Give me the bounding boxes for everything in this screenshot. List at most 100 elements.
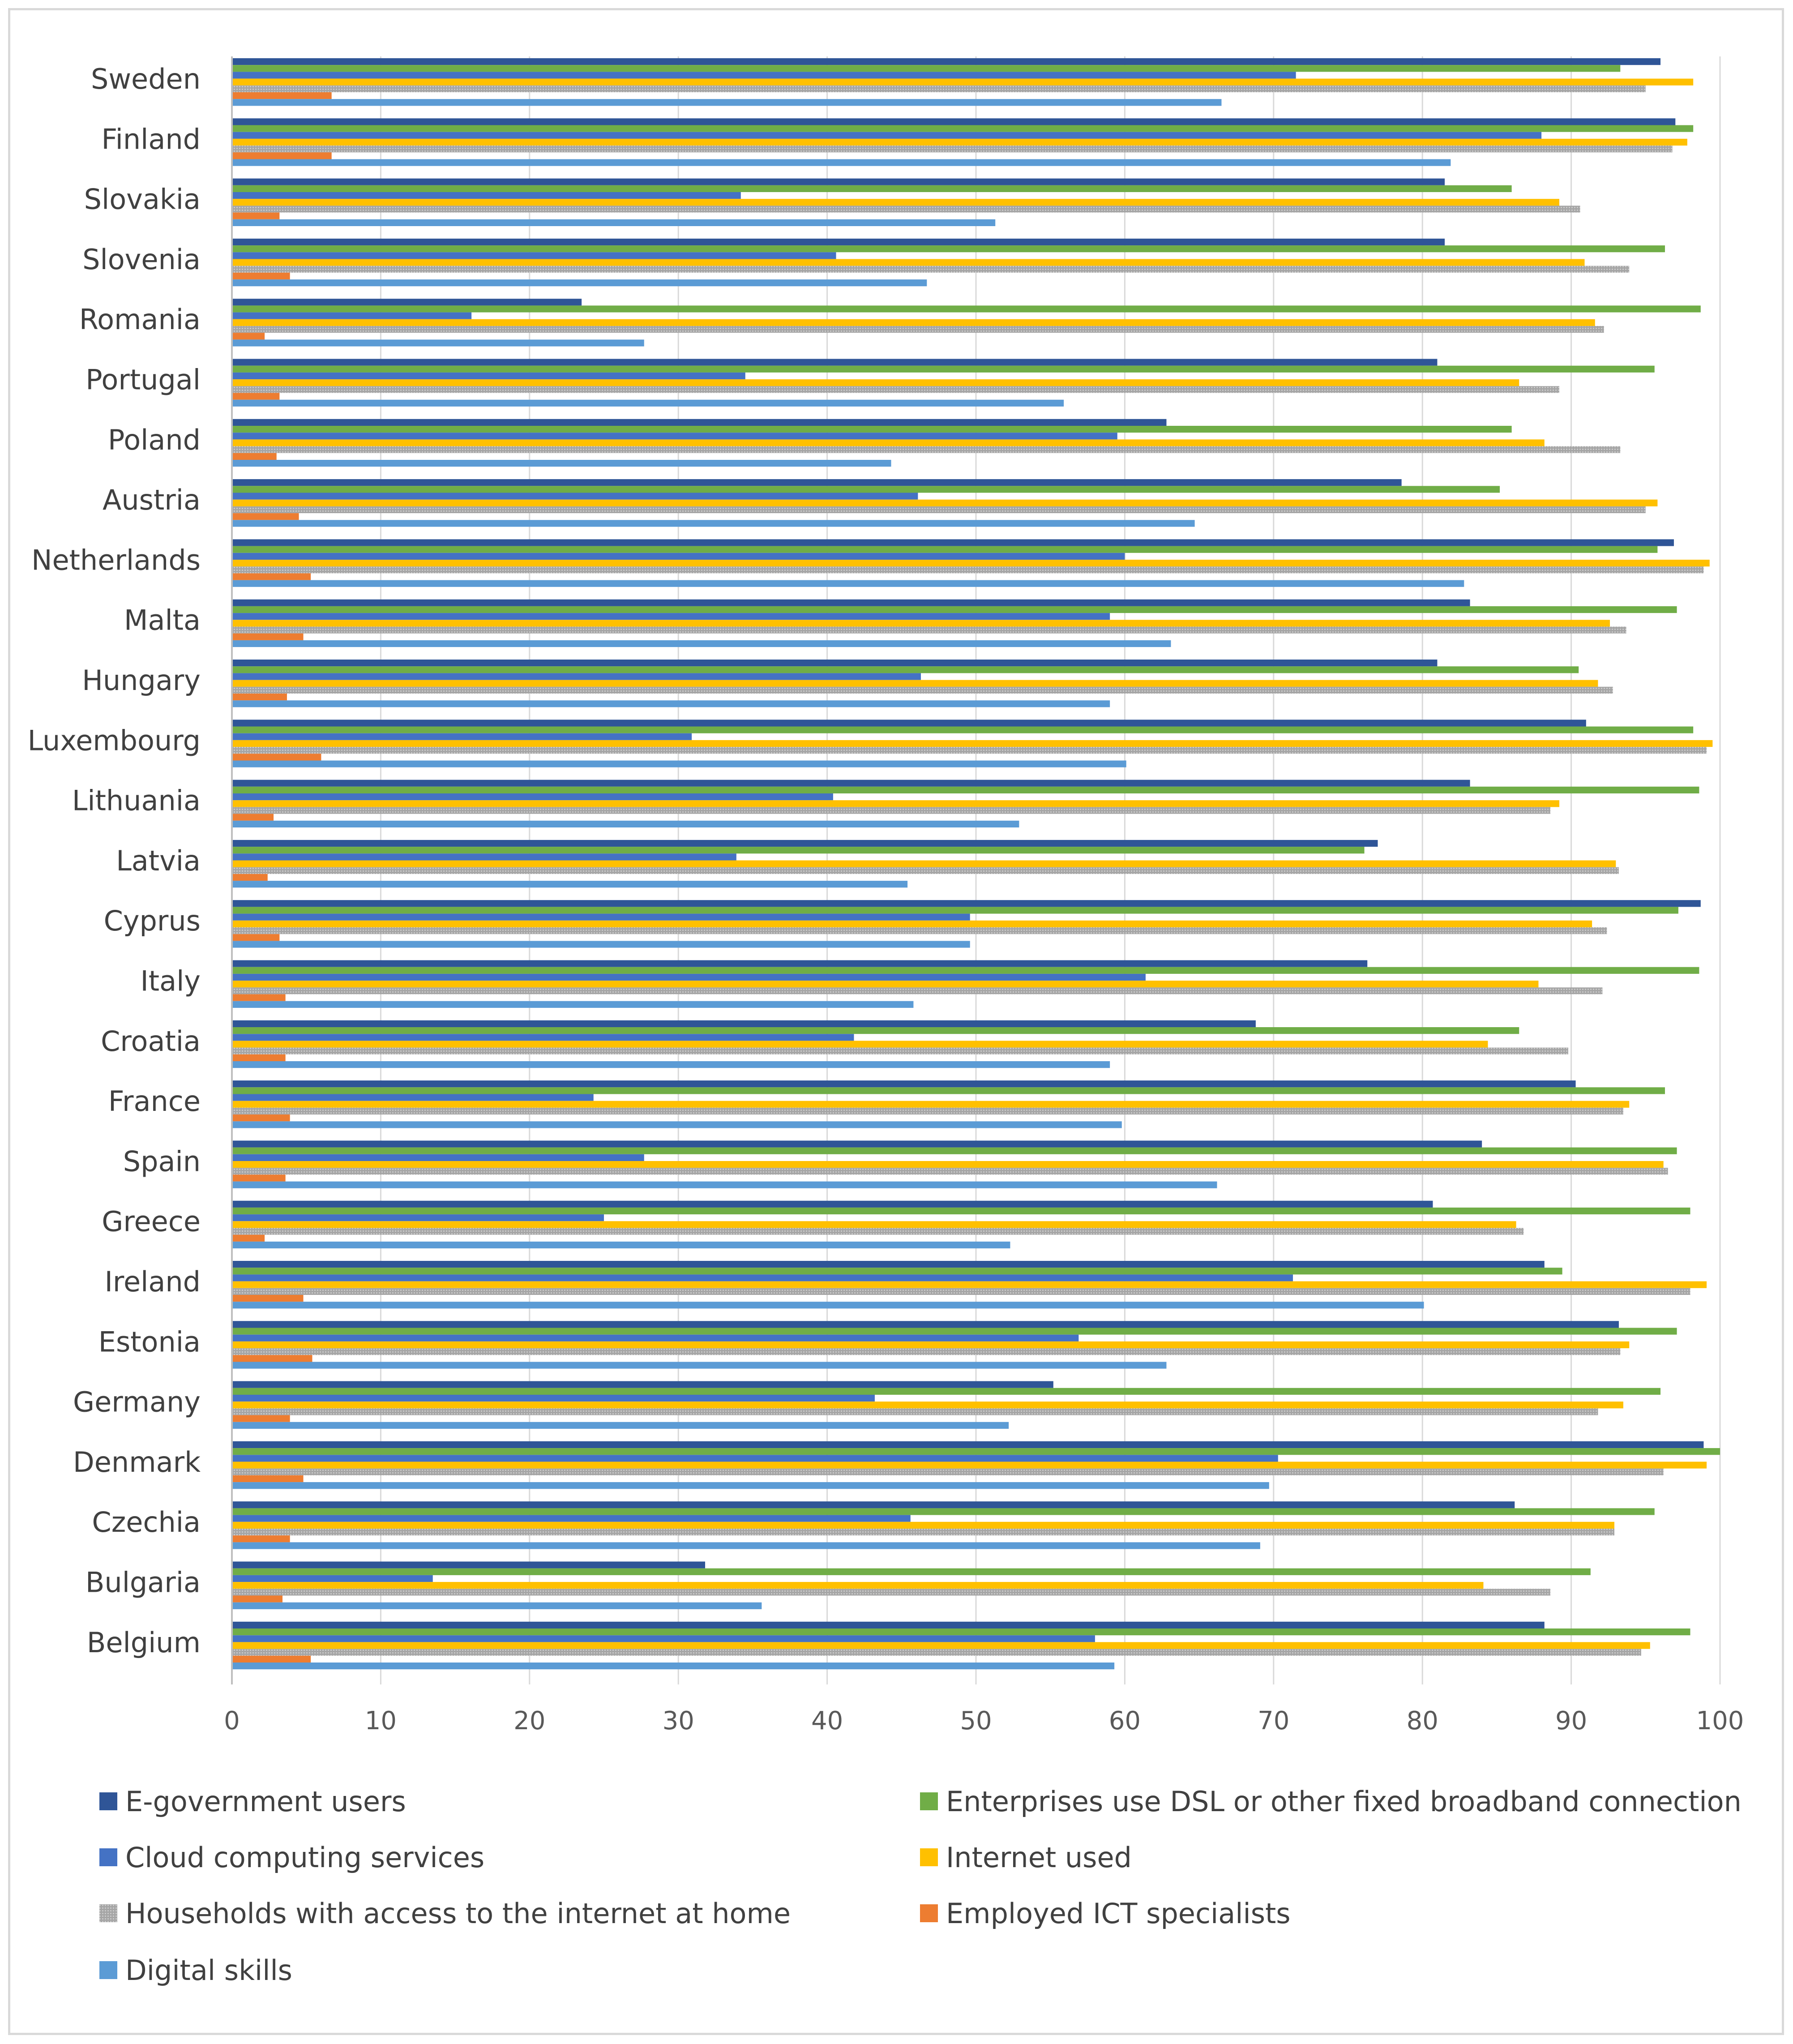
category-label-finland: Finland <box>101 123 201 155</box>
tick-label-90: 90 <box>1555 1706 1587 1735</box>
bar-france-series-1 <box>232 1087 1665 1094</box>
bar-croatia-series-3 <box>232 1041 1488 1048</box>
bar-luxembourg-series-1 <box>232 726 1694 733</box>
category-label-belgium: Belgium <box>87 1626 201 1659</box>
bar-denmark-series-6 <box>232 1482 1269 1489</box>
category-label-bulgaria: Bulgaria <box>86 1566 201 1599</box>
bar-slovenia-series-1 <box>232 245 1665 253</box>
bar-ireland-series-4 <box>232 1288 1690 1295</box>
bar-ireland-series-2 <box>232 1274 1293 1281</box>
bar-greece-series-2 <box>232 1214 604 1221</box>
tick-label-50: 50 <box>960 1706 992 1735</box>
bar-spain-series-0 <box>232 1140 1482 1148</box>
category-label-greece: Greece <box>102 1205 201 1238</box>
bar-netherlands-series-4 <box>232 566 1704 574</box>
bar-denmark-series-3 <box>232 1461 1707 1469</box>
bar-spain-series-1 <box>232 1147 1677 1154</box>
bar-netherlands-series-6 <box>232 580 1464 587</box>
bar-slovakia-series-5 <box>232 212 280 219</box>
bar-france-series-2 <box>232 1094 594 1101</box>
bar-poland-series-6 <box>232 460 891 467</box>
bar-ireland-series-5 <box>232 1295 304 1302</box>
legend-label-0: E-government users <box>125 1785 406 1818</box>
bar-croatia-series-0 <box>232 1020 1256 1027</box>
bar-estonia-series-2 <box>232 1334 1079 1341</box>
bar-estonia-series-0 <box>232 1321 1619 1328</box>
bar-hungary-series-0 <box>232 660 1438 667</box>
bar-hungary-series-2 <box>232 673 921 680</box>
legend-label-6: Digital skills <box>125 1954 292 1987</box>
bar-romania-series-2 <box>232 312 472 319</box>
bar-lithuania-series-2 <box>232 793 833 801</box>
bar-portugal-series-3 <box>232 379 1519 386</box>
bar-belgium-series-5 <box>232 1655 311 1663</box>
bar-austria-series-5 <box>232 513 299 520</box>
bar-cyprus-series-4 <box>232 927 1607 934</box>
bar-slovakia-series-0 <box>232 178 1445 185</box>
legend-swatch-3 <box>920 1848 938 1866</box>
bar-croatia-series-4 <box>232 1047 1568 1054</box>
bar-latvia-series-5 <box>232 874 268 881</box>
bar-belgium-series-3 <box>232 1642 1650 1649</box>
bar-sweden-series-2 <box>232 72 1296 79</box>
bar-netherlands-series-3 <box>232 560 1710 567</box>
bar-luxembourg-series-5 <box>232 754 321 761</box>
category-label-hungary: Hungary <box>82 664 201 697</box>
bar-czechia-series-2 <box>232 1515 911 1522</box>
bar-slovenia-series-2 <box>232 252 836 259</box>
bar-germany-series-4 <box>232 1408 1598 1415</box>
bar-ireland-series-1 <box>232 1268 1562 1275</box>
bar-slovenia-series-4 <box>232 266 1630 273</box>
bar-belgium-series-4 <box>232 1649 1641 1656</box>
bar-finland-series-6 <box>232 159 1451 166</box>
bar-croatia-series-1 <box>232 1027 1519 1034</box>
category-label-luxembourg: Luxembourg <box>28 724 201 757</box>
bar-netherlands-series-2 <box>232 553 1125 560</box>
category-label-denmark: Denmark <box>73 1446 201 1478</box>
legend-swatch-1 <box>920 1792 938 1810</box>
bar-hungary-series-3 <box>232 680 1598 687</box>
bar-denmark-series-2 <box>232 1455 1278 1462</box>
tick-label-70: 70 <box>1258 1706 1289 1735</box>
bar-lithuania-series-0 <box>232 780 1470 787</box>
legend-swatch-6 <box>99 1961 117 1979</box>
bar-romania-series-6 <box>232 339 644 347</box>
bar-italy-series-4 <box>232 987 1603 994</box>
bar-italy-series-6 <box>232 1001 914 1008</box>
category-label-germany: Germany <box>73 1386 201 1418</box>
bar-slovenia-series-0 <box>232 238 1445 246</box>
bar-romania-series-0 <box>232 299 582 306</box>
category-label-slovenia: Slovenia <box>82 243 201 276</box>
bar-croatia-series-5 <box>232 1054 286 1061</box>
bar-cyprus-series-5 <box>232 934 280 941</box>
bar-malta-series-2 <box>232 613 1110 620</box>
bar-italy-series-3 <box>232 981 1539 988</box>
bar-lithuania-series-1 <box>232 786 1699 793</box>
bar-latvia-series-1 <box>232 847 1365 854</box>
bar-spain-series-3 <box>232 1161 1664 1168</box>
bar-bulgaria-series-6 <box>232 1602 762 1609</box>
bar-finland-series-1 <box>232 125 1694 132</box>
bar-cyprus-series-2 <box>232 913 970 921</box>
bar-latvia-series-3 <box>232 860 1616 867</box>
bar-germany-series-3 <box>232 1401 1623 1409</box>
legend-swatch-5 <box>920 1904 938 1922</box>
bar-germany-series-1 <box>232 1388 1661 1395</box>
bar-sweden-series-0 <box>232 58 1661 65</box>
bar-romania-series-1 <box>232 305 1701 313</box>
category-label-portugal: Portugal <box>86 364 201 396</box>
bar-cyprus-series-3 <box>232 920 1592 927</box>
bar-hungary-series-5 <box>232 694 287 701</box>
bar-portugal-series-1 <box>232 365 1655 373</box>
bar-luxembourg-series-2 <box>232 733 692 740</box>
bar-poland-series-1 <box>232 426 1512 433</box>
bar-slovenia-series-5 <box>232 272 290 280</box>
bar-bulgaria-series-3 <box>232 1582 1484 1589</box>
bar-germany-series-5 <box>232 1415 290 1422</box>
bar-malta-series-3 <box>232 620 1610 627</box>
legend-label-5: Employed ICT specialists <box>946 1897 1291 1930</box>
bar-latvia-series-4 <box>232 867 1619 874</box>
category-label-france: France <box>108 1085 201 1118</box>
tick-label-40: 40 <box>811 1706 843 1735</box>
bar-cyprus-series-6 <box>232 941 970 948</box>
